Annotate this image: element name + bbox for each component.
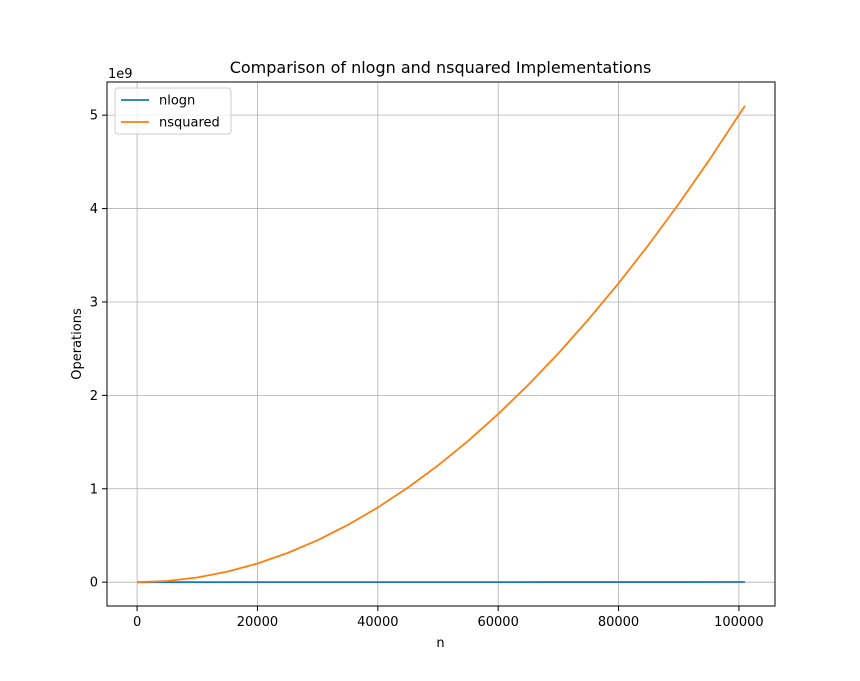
chart-title: Comparison of nlogn and nsquared Impleme… (230, 58, 652, 77)
axis-ticks: 0 20000 40000 60000 80000 100000 0 1 2 3 4 5 (90, 109, 764, 630)
x-tick-label: 100000 (714, 615, 764, 630)
series-line-nsquared (137, 105, 746, 584)
y-axis-label: Operations (70, 308, 85, 380)
legend-label-nsquared: nsquared (159, 116, 220, 131)
plot-frame (106, 81, 776, 607)
y-offset-label: 1e9 (108, 67, 133, 82)
y-tick-label: 0 (90, 576, 98, 591)
x-tick-label: 20000 (237, 615, 278, 630)
x-tick-label: 40000 (357, 615, 398, 630)
plot-lines (137, 105, 746, 584)
y-tick-label: 1 (90, 482, 98, 497)
y-tick-label: 3 (90, 295, 98, 310)
x-tick-label: 60000 (477, 615, 518, 630)
y-tick-label: 2 (90, 389, 98, 404)
y-tick-label: 4 (90, 202, 98, 217)
x-tick-label: 80000 (598, 615, 639, 630)
grid (107, 82, 775, 606)
y-tick-label: 5 (90, 109, 98, 124)
x-tick-label: 0 (133, 615, 141, 630)
legend: nlogn nsquared (114, 87, 232, 135)
legend-label-nlogn: nlogn (159, 94, 195, 109)
x-axis-label: n (436, 636, 444, 651)
